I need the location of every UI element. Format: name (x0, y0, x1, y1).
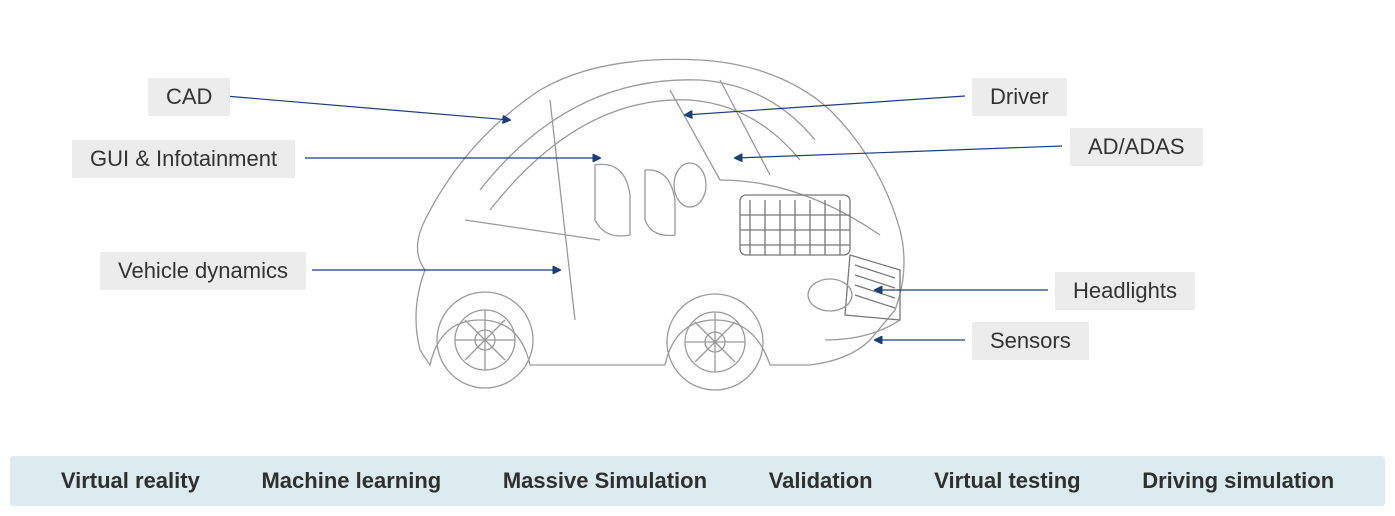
bottom-item-sim: Massive Simulation (503, 468, 707, 494)
label-driver: Driver (972, 78, 1067, 116)
bottom-bar: Virtual reality Machine learning Massive… (10, 456, 1385, 506)
bottom-item-ml: Machine learning (261, 468, 441, 494)
label-sensors: Sensors (972, 322, 1089, 360)
bottom-item-vtest: Virtual testing (934, 468, 1080, 494)
label-dynamics: Vehicle dynamics (100, 252, 306, 290)
bottom-item-vr: Virtual reality (61, 468, 200, 494)
label-headlights: Headlights (1055, 272, 1195, 310)
connector-lines (0, 0, 1395, 440)
bottom-item-validation: Validation (769, 468, 873, 494)
label-gui: GUI & Infotainment (72, 140, 295, 178)
diagram-area: CAD GUI & Infotainment Vehicle dynamics … (0, 0, 1395, 440)
label-adas: AD/ADAS (1070, 128, 1203, 166)
label-cad: CAD (148, 78, 230, 116)
bottom-item-driving: Driving simulation (1142, 468, 1334, 494)
